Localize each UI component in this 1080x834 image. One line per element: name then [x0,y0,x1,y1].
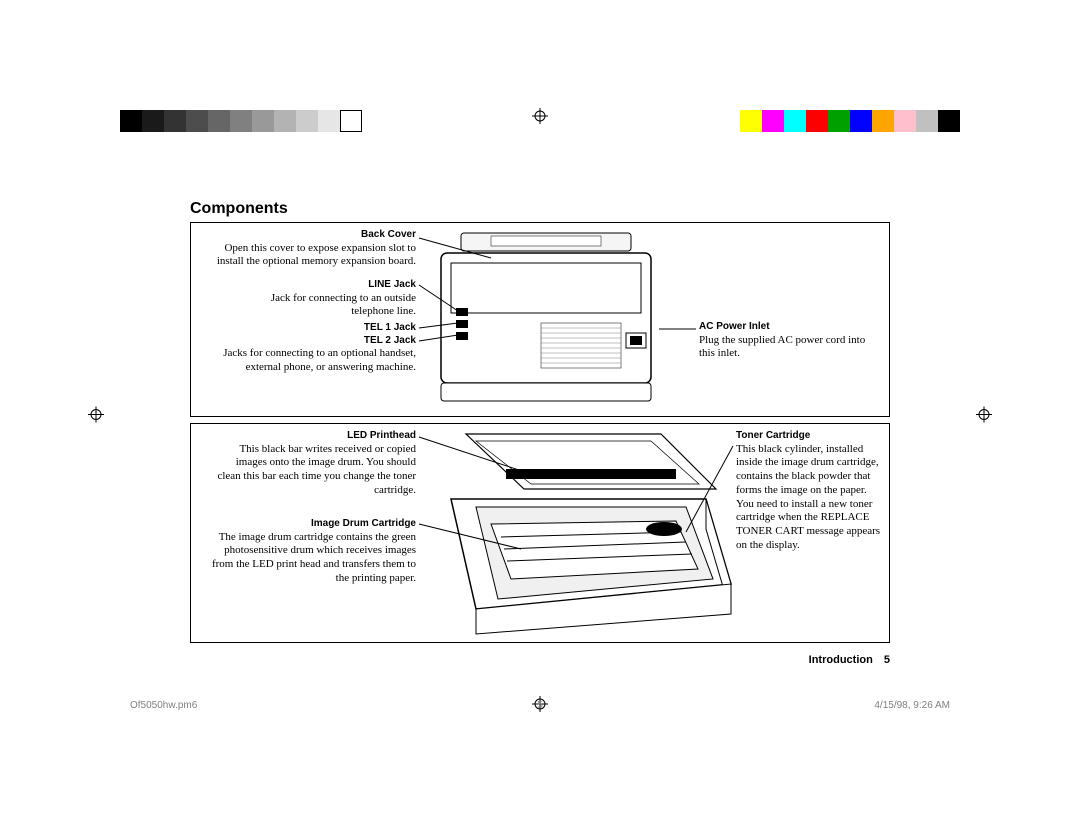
registration-mark-right [976,407,992,428]
callout-line-jack: LINE Jack Jack for connecting to an outs… [236,279,416,319]
footer-page-number: 5 [884,654,890,666]
color-swatch [208,110,230,132]
footer-pagenum: 5 [537,700,543,711]
page-content: Components [190,200,890,649]
color-swatch [296,110,318,132]
callout-label: TEL 2 Jack [216,335,416,348]
registration-mark-left [88,407,104,428]
callout-text: Jack for connecting to an outside teleph… [271,292,416,318]
callout-text: Open this cover to expose expansion slot… [217,242,416,268]
callout-label: Toner Cartridge [736,430,886,443]
color-swatch [186,110,208,132]
callout-text: Plug the supplied AC power cord into thi… [699,334,865,360]
color-swatch [762,110,784,132]
color-swatch [164,110,186,132]
callout-label: LINE Jack [236,279,416,292]
color-swatch [806,110,828,132]
callout-label: LED Printhead [211,430,416,443]
color-swatch [828,110,850,132]
color-swatch [784,110,806,132]
callout-toner-cartridge: Toner Cartridge This black cylinder, ins… [736,430,886,553]
callout-label: Back Cover [201,229,416,242]
footer-section-label: Introduction [809,654,873,666]
color-swatch [252,110,274,132]
color-swatch [142,110,164,132]
registration-mark-top [532,108,548,129]
color-bar-grayscale [120,110,362,132]
callout-ac-power: AC Power Inlet Plug the supplied AC powe… [699,321,879,361]
color-swatch [938,110,960,132]
callout-text: The image drum cartridge contains the gr… [212,531,416,584]
color-swatch [916,110,938,132]
color-bar-cmyk [740,110,960,132]
color-swatch [318,110,340,132]
color-swatch [740,110,762,132]
color-swatch [230,110,252,132]
callout-led-printhead: LED Printhead This black bar writes rece… [211,430,416,498]
callout-label: Image Drum Cartridge [211,518,416,531]
color-swatch [850,110,872,132]
callout-tel-jacks: TEL 1 Jack TEL 2 Jack Jacks for connecti… [216,322,416,375]
color-swatch [894,110,916,132]
diagram-box-back-view: Back Cover Open this cover to expose exp… [190,222,890,417]
footer-filename: Of5050hw.pm6 [130,700,197,711]
color-swatch [872,110,894,132]
color-swatch [274,110,296,132]
footer-datetime: 4/15/98, 9:26 AM [874,700,950,711]
callout-label: TEL 1 Jack [216,322,416,335]
prepress-footer: Of5050hw.pm6 5 4/15/98, 9:26 AM [130,700,950,711]
callout-text: Jacks for connecting to an optional hand… [223,347,416,373]
section-title: Components [190,200,890,218]
callout-text: This black bar writes received or copied… [217,443,416,496]
color-swatch [120,110,142,132]
page-footer-section: Introduction 5 [809,654,890,666]
callout-image-drum: Image Drum Cartridge The image drum cart… [211,518,416,586]
color-swatch [340,110,362,132]
callout-text: This black cylinder, installed inside th… [736,443,880,551]
diagram-box-open-view: LED Printhead This black bar writes rece… [190,423,890,643]
callout-back-cover: Back Cover Open this cover to expose exp… [201,229,416,269]
callout-label: AC Power Inlet [699,321,879,334]
